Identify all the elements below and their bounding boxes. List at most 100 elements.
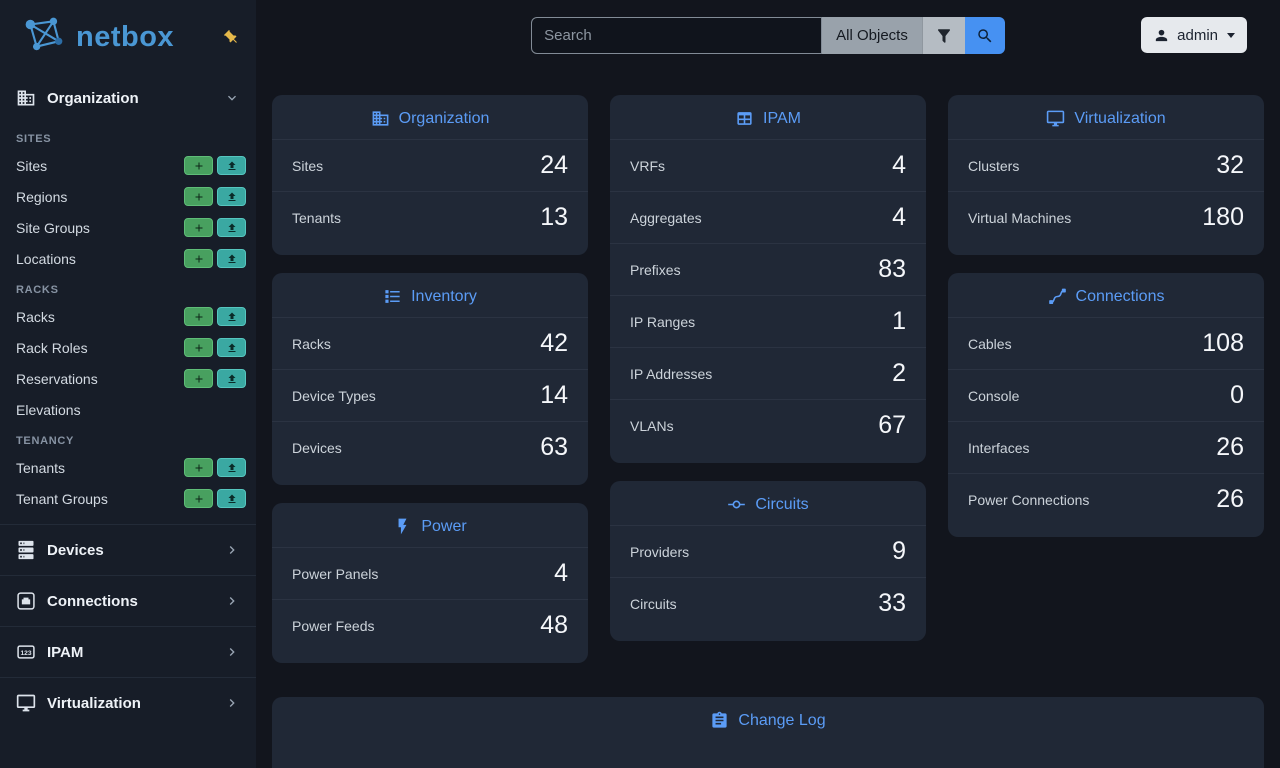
stat-value[interactable]: 9 (892, 537, 906, 565)
search-submit-button[interactable] (964, 17, 1005, 54)
upload-icon (226, 373, 238, 385)
pin-sidebar-button[interactable] (223, 29, 240, 46)
stat-value[interactable]: 63 (540, 433, 568, 461)
card-title-inventory[interactable]: Inventory (272, 273, 588, 317)
stat-value[interactable]: 180 (1202, 203, 1244, 231)
upload-icon (226, 160, 238, 172)
import-button[interactable] (217, 218, 246, 237)
sidebar-group-header-devices[interactable]: Devices (0, 525, 256, 575)
ethernet-port-icon (16, 591, 36, 611)
stat-value[interactable]: 13 (540, 203, 568, 231)
card-title-organization[interactable]: Organization (272, 95, 588, 139)
stat-value[interactable]: 4 (892, 151, 906, 179)
stat-row-providers: Providers 9 (610, 525, 926, 577)
upload-icon (226, 253, 238, 265)
logo-text[interactable]: netbox (76, 21, 175, 53)
card-title-virtualization[interactable]: Virtualization (948, 95, 1264, 139)
sidebar-item-sites[interactable]: Sites (0, 150, 256, 181)
add-button[interactable] (184, 307, 213, 326)
stat-value[interactable]: 26 (1216, 485, 1244, 513)
stat-value[interactable]: 1 (892, 307, 906, 335)
sidebar-nav: Organization SITES Sites Regions Site (0, 73, 256, 728)
add-button[interactable] (184, 489, 213, 508)
sidebar-group-header-organization[interactable]: Organization (0, 73, 256, 123)
stat-row-sites: Sites 24 (272, 139, 588, 191)
plus-icon (193, 462, 205, 474)
stat-row-devices: Devices 63 (272, 421, 588, 473)
stat-value[interactable]: 32 (1216, 151, 1244, 179)
import-button[interactable] (217, 489, 246, 508)
dashboard-column-3: Virtualization Clusters 32 Virtual Machi… (948, 95, 1264, 663)
import-button[interactable] (217, 187, 246, 206)
card-title-ipam[interactable]: IPAM (610, 95, 926, 139)
import-button[interactable] (217, 369, 246, 388)
add-button[interactable] (184, 338, 213, 357)
import-button[interactable] (217, 249, 246, 268)
add-button[interactable] (184, 187, 213, 206)
stat-value[interactable]: 26 (1216, 433, 1244, 461)
object-type-dropdown[interactable]: All Objects (822, 17, 922, 54)
stat-value[interactable]: 2 (892, 359, 906, 387)
filter-button[interactable] (921, 17, 965, 54)
sidebar-item-tenant-groups[interactable]: Tenant Groups (0, 483, 256, 514)
cable-icon (1048, 287, 1067, 306)
building-icon (371, 109, 390, 128)
stat-value[interactable]: 83 (878, 255, 906, 283)
sidebar-logo-row: netbox (0, 0, 256, 73)
sidebar-group-ipam: IPAM (0, 626, 256, 677)
chevron-right-icon (224, 542, 240, 558)
card-title-changelog[interactable]: Change Log (272, 697, 1264, 741)
import-button[interactable] (217, 458, 246, 477)
card-title-power[interactable]: Power (272, 503, 588, 547)
stat-value[interactable]: 0 (1230, 381, 1244, 409)
stat-row-console: Console 0 (948, 369, 1264, 421)
transit-icon (727, 495, 746, 514)
user-menu-button[interactable]: admin (1141, 17, 1247, 53)
sidebar-item-regions[interactable]: Regions (0, 181, 256, 212)
upload-icon (226, 462, 238, 474)
card-title-circuits[interactable]: Circuits (610, 481, 926, 525)
add-button[interactable] (184, 249, 213, 268)
stat-row-racks: Racks 42 (272, 317, 588, 369)
upload-icon (226, 493, 238, 505)
import-button[interactable] (217, 338, 246, 357)
sidebar-item-elevations[interactable]: Elevations (16, 401, 81, 418)
stat-value[interactable]: 4 (892, 203, 906, 231)
netbox-logo-icon[interactable] (18, 14, 70, 61)
stat-value[interactable]: 67 (878, 411, 906, 439)
sidebar-group-header-virtualization[interactable]: Virtualization (0, 678, 256, 728)
stat-value[interactable]: 24 (540, 151, 568, 179)
monitor-icon (16, 693, 36, 713)
stat-value[interactable]: 14 (540, 381, 568, 409)
import-button[interactable] (217, 307, 246, 326)
sidebar-section-header-sites: SITES (16, 133, 52, 145)
plus-icon (193, 191, 205, 203)
topbar: All Objects admin (256, 0, 1280, 71)
chevron-right-icon (224, 593, 240, 609)
add-button[interactable] (184, 458, 213, 477)
stat-value[interactable]: 42 (540, 329, 568, 357)
sidebar-group-header-ipam[interactable]: IPAM (0, 627, 256, 677)
plus-icon (193, 253, 205, 265)
sidebar-item-rack-roles[interactable]: Rack Roles (0, 332, 256, 363)
add-button[interactable] (184, 369, 213, 388)
add-button[interactable] (184, 156, 213, 175)
sidebar-item-racks[interactable]: Racks (0, 301, 256, 332)
sidebar-group-label: Connections (47, 592, 138, 610)
stat-value[interactable]: 108 (1202, 329, 1244, 357)
card-title-connections[interactable]: Connections (948, 273, 1264, 317)
stat-value[interactable]: 33 (878, 589, 906, 617)
stat-value[interactable]: 4 (554, 559, 568, 587)
plus-icon (193, 493, 205, 505)
sidebar-group-label: Virtualization (47, 694, 141, 712)
import-button[interactable] (217, 156, 246, 175)
add-button[interactable] (184, 218, 213, 237)
main-content: All Objects admin Organization Sites 24 (256, 0, 1280, 768)
sidebar-item-site-groups[interactable]: Site Groups (0, 212, 256, 243)
search-input[interactable] (531, 17, 823, 54)
stat-value[interactable]: 48 (540, 611, 568, 639)
sidebar-group-header-connections[interactable]: Connections (0, 576, 256, 626)
sidebar-item-reservations[interactable]: Reservations (0, 363, 256, 394)
sidebar-item-tenants[interactable]: Tenants (0, 452, 256, 483)
sidebar-item-locations[interactable]: Locations (0, 243, 256, 274)
